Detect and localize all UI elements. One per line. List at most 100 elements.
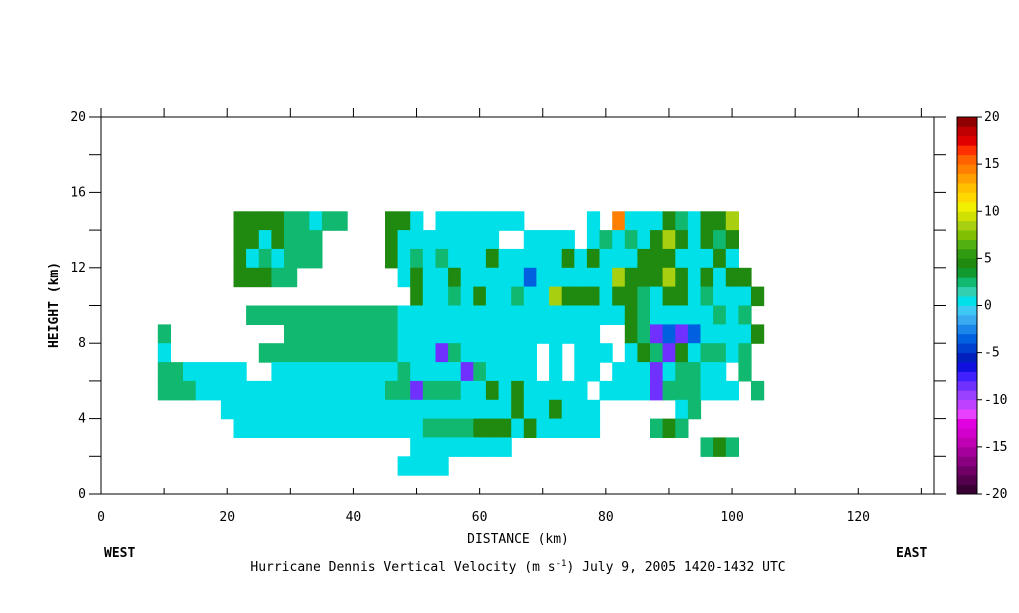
field-cell: [549, 324, 563, 344]
field-cell: [435, 343, 449, 363]
field-cell: [296, 418, 310, 438]
field-cell: [612, 230, 626, 250]
x-tick-label: 80: [598, 510, 614, 525]
field-cell: [448, 248, 462, 269]
field-cell: [460, 211, 474, 231]
field-cell: [650, 230, 664, 250]
field-cell: [334, 418, 348, 438]
field-cell: [334, 211, 348, 231]
field-cell: [435, 324, 449, 344]
field-cell: [662, 267, 676, 288]
field-cell: [448, 418, 462, 438]
colorbar-swatch: [957, 437, 977, 448]
field-cell: [485, 380, 500, 401]
field-cell: [246, 211, 260, 231]
field-cell: [713, 248, 727, 269]
field-cell: [549, 380, 563, 401]
field-cell: [385, 324, 399, 344]
field-cell: [725, 211, 739, 231]
field-cell: [624, 362, 638, 382]
field-cell: [410, 456, 424, 476]
field-cell: [599, 343, 613, 363]
field-cell: [511, 362, 525, 382]
field-cell: [523, 362, 537, 382]
colorbar-swatch: [957, 343, 977, 354]
field-cell: [561, 267, 575, 288]
field-cell: [687, 362, 702, 382]
field-cell: [284, 267, 298, 288]
field-cell: [448, 211, 462, 231]
field-cell: [574, 248, 588, 269]
field-cell: [687, 286, 702, 307]
field-cell: [751, 324, 765, 344]
field-cell: [675, 399, 689, 420]
field-cell: [435, 248, 449, 269]
colorbar-swatch: [957, 211, 977, 222]
colorbar: [956, 116, 978, 495]
field-cell: [157, 324, 171, 344]
colorbar-swatch: [957, 371, 977, 382]
field-cell: [561, 305, 575, 325]
field-cell: [183, 380, 197, 401]
field-cell: [271, 230, 285, 250]
field-cell: [321, 211, 336, 231]
field-cell: [473, 248, 487, 269]
y-tick-label: 4: [78, 412, 86, 427]
colorbar-swatch: [957, 164, 977, 174]
field-cell: [549, 362, 563, 382]
field-cell: [536, 399, 550, 420]
field-cell: [372, 418, 386, 438]
field-cell: [296, 230, 310, 250]
field-cell: [460, 324, 474, 344]
field-cell: [284, 230, 298, 250]
colorbar-swatch: [957, 267, 977, 278]
east-label: EAST: [896, 546, 927, 561]
field-cell: [258, 418, 272, 438]
field-cell: [422, 248, 436, 269]
field-cell: [448, 230, 462, 250]
field-cell: [485, 324, 500, 344]
field-cell: [296, 399, 310, 420]
colorbar-swatch: [957, 390, 977, 401]
field-cell: [422, 362, 436, 382]
colorbar-tick-label: 20: [984, 110, 1000, 125]
field-cell: [410, 267, 424, 288]
field-cell: [549, 343, 563, 363]
field-cell: [448, 286, 462, 307]
field-cell: [650, 362, 664, 382]
colorbar-swatch: [957, 230, 977, 240]
field-cell: [271, 418, 285, 438]
field-cell: [233, 418, 247, 438]
field-cell: [233, 248, 247, 269]
colorbar-swatch: [957, 117, 977, 127]
x-tick-label: 120: [847, 510, 870, 525]
colorbar-swatch: [957, 314, 977, 325]
y-tick-label: 16: [70, 185, 86, 200]
field-cell: [549, 305, 563, 325]
field-cell: [725, 324, 739, 344]
field-cell: [738, 267, 752, 288]
field-cell: [359, 362, 373, 382]
field-cell: [473, 437, 487, 457]
field-cell: [309, 380, 323, 401]
field-cell: [473, 324, 487, 344]
field-cell: [410, 362, 424, 382]
field-cell: [561, 286, 575, 307]
colorbar-swatch: [957, 428, 977, 438]
field-cell: [612, 305, 626, 325]
field-cell: [536, 324, 550, 344]
field-cell: [195, 380, 209, 401]
field-cell: [284, 305, 298, 325]
field-cell: [511, 211, 525, 231]
colorbar-tick-labels: 20 15 10 5 0 -5 -10 -15 -20: [977, 110, 1007, 502]
field-cell: [422, 230, 436, 250]
field-cell: [359, 418, 373, 438]
title-exponent: -1: [556, 559, 567, 569]
colorbar-swatch: [957, 418, 977, 429]
field-cell: [284, 343, 298, 363]
field-cell: [284, 362, 298, 382]
field-cell: [700, 248, 714, 269]
field-cell: [498, 267, 512, 288]
field-cell: [321, 362, 336, 382]
y-axis-label: HEIGHT (km): [47, 262, 62, 348]
